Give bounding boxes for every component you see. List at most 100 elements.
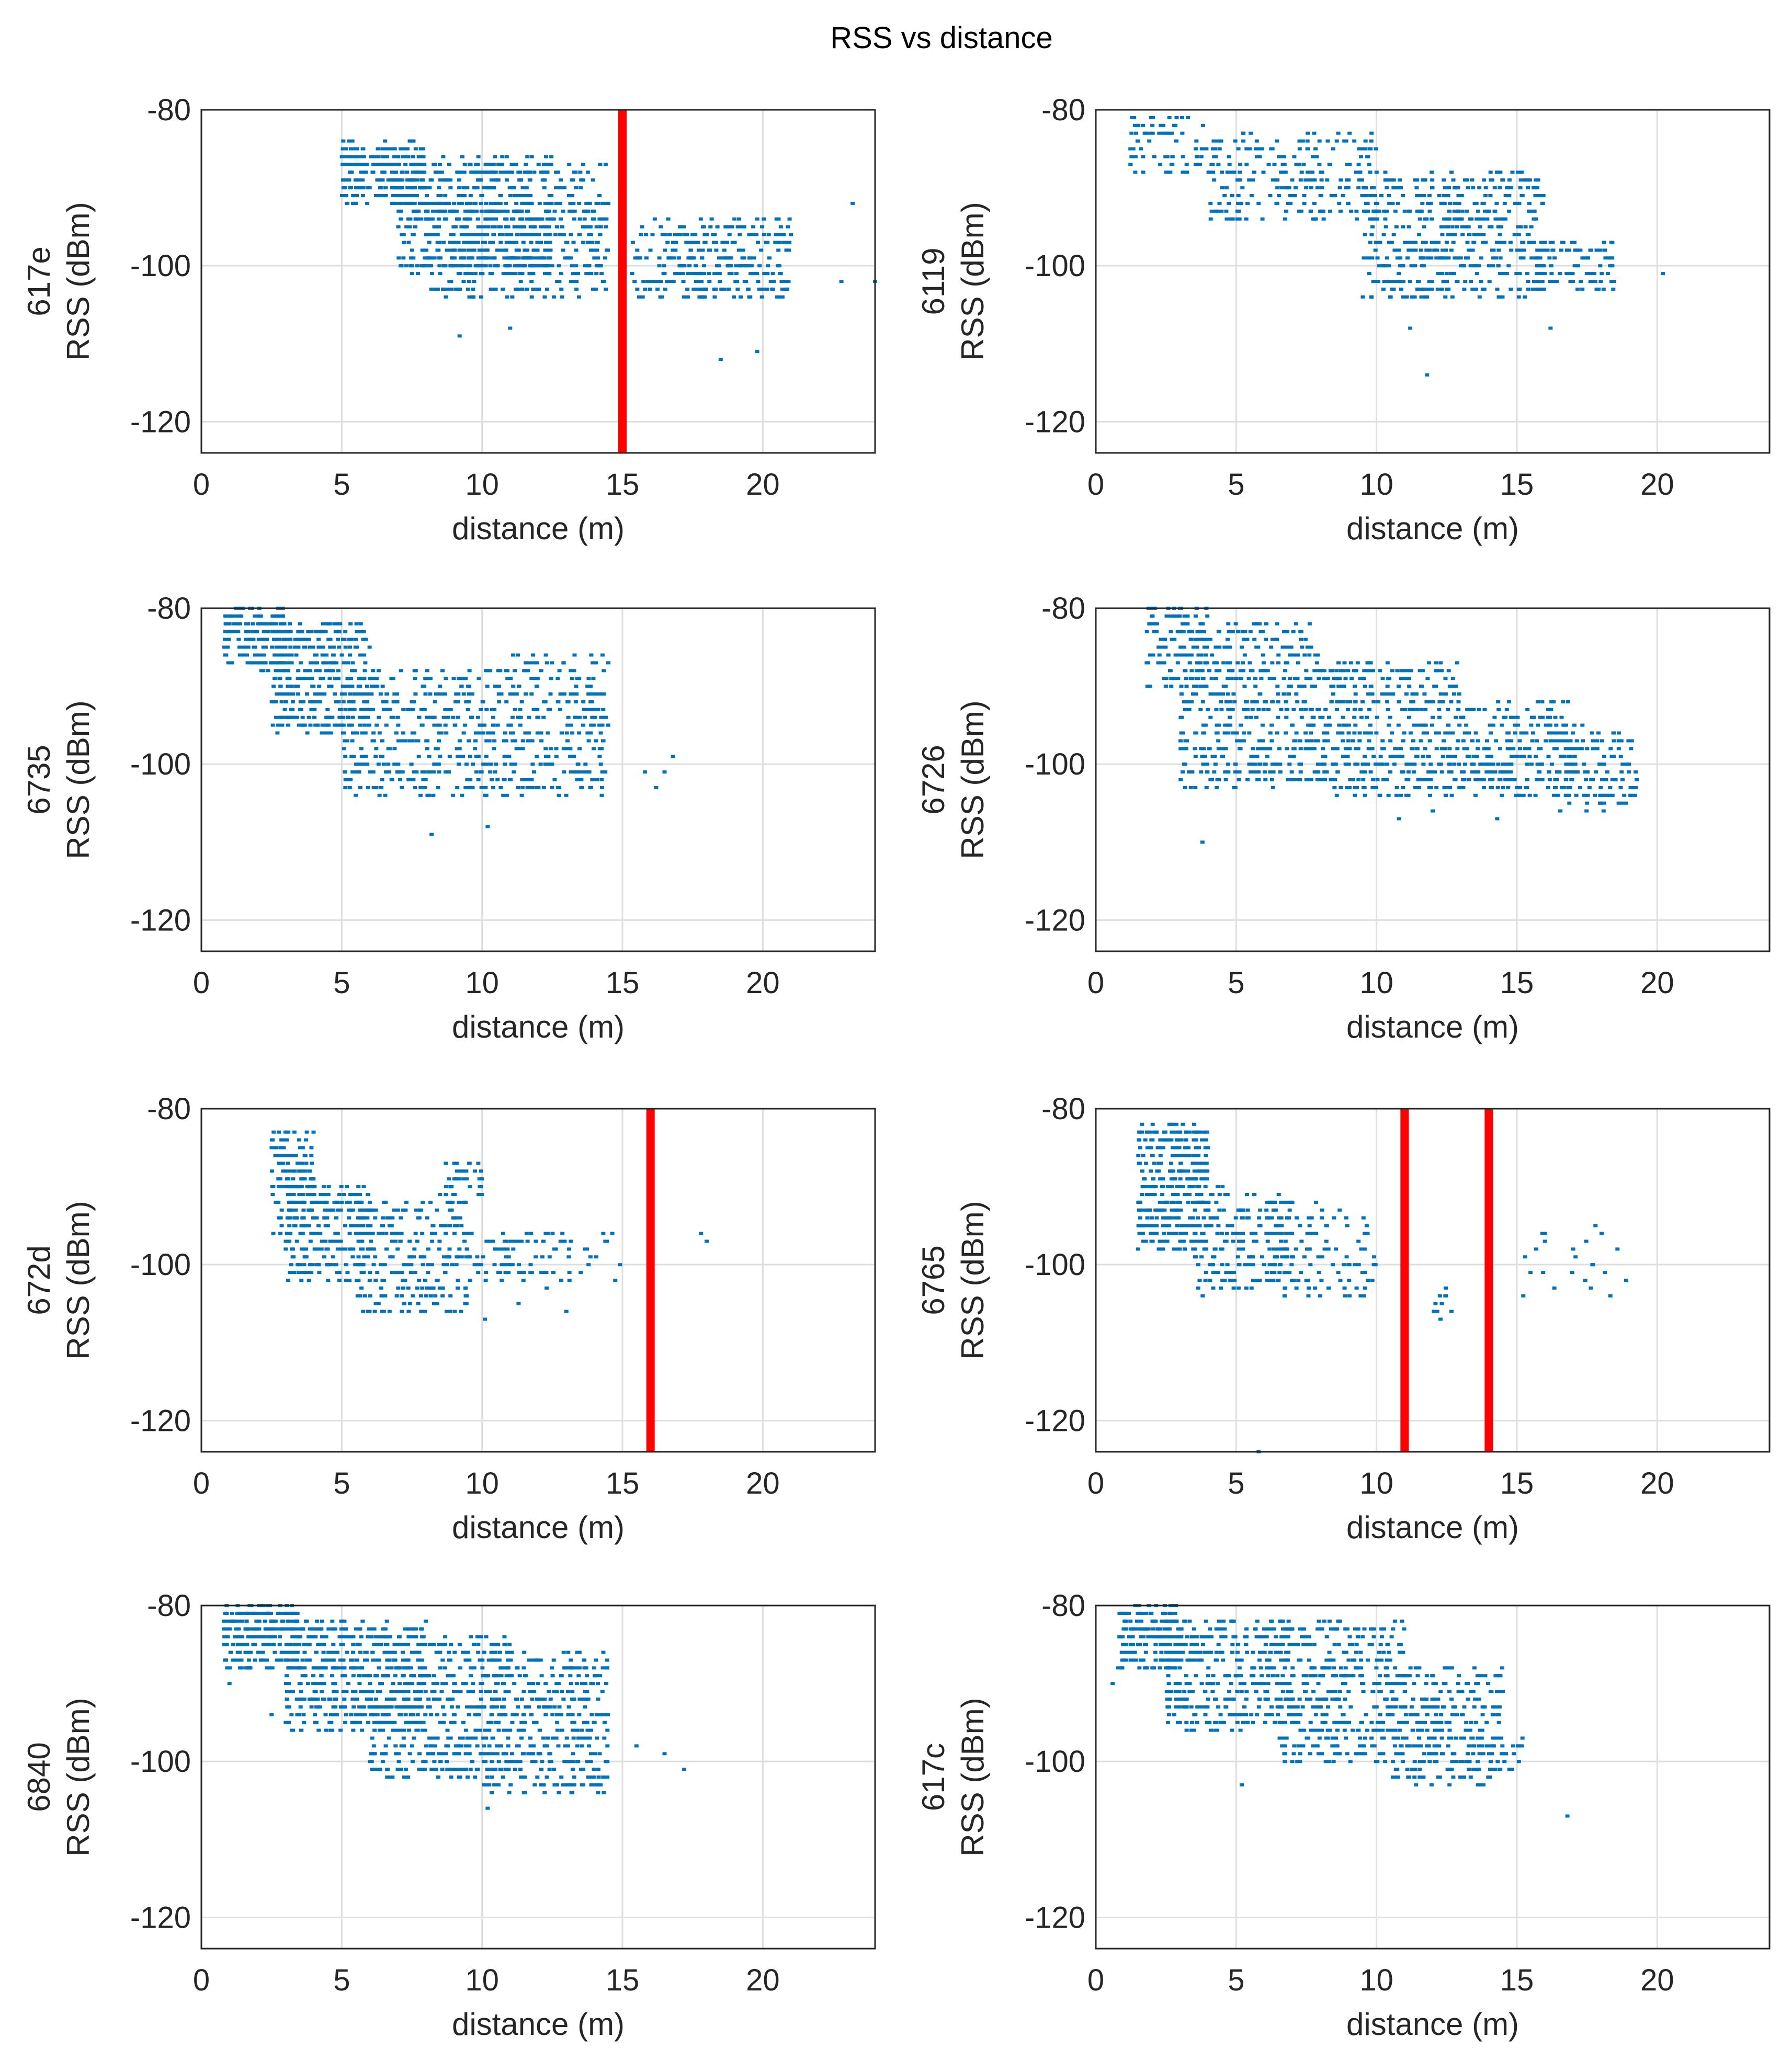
data-point: [600, 723, 605, 727]
data-point: [1409, 264, 1414, 268]
axes-box: [1095, 607, 1771, 952]
data-point: [1608, 747, 1613, 750]
data-point: [498, 225, 503, 229]
data-point: [588, 786, 593, 789]
data-point: [444, 731, 449, 735]
data-point: [394, 731, 399, 735]
data-point: [701, 295, 706, 299]
data-point: [1473, 778, 1478, 781]
data-point: [604, 225, 608, 229]
data-point: [1549, 272, 1554, 276]
data-point: [1315, 186, 1320, 190]
data-point: [1235, 739, 1240, 743]
data-point: [1419, 248, 1423, 252]
data-point: [1596, 731, 1601, 735]
data-point: [1481, 762, 1486, 766]
data-point: [513, 272, 518, 276]
data-point: [1471, 186, 1476, 190]
data-point: [293, 638, 298, 641]
data-point: [436, 786, 440, 789]
data-point: [436, 217, 441, 221]
data-point: [460, 194, 464, 197]
data-point: [1150, 131, 1155, 135]
data-point: [411, 708, 415, 711]
data-point: [371, 770, 376, 774]
data-point: [298, 708, 303, 711]
data-point: [1235, 217, 1240, 221]
data-point: [1368, 770, 1373, 774]
data-point: [1360, 178, 1364, 182]
data-point: [1439, 287, 1444, 291]
data-point: [504, 272, 509, 276]
data-point: [468, 233, 472, 236]
data-point: [760, 225, 765, 229]
data-point: [245, 645, 249, 649]
data-point: [693, 233, 698, 236]
data-point: [414, 194, 419, 197]
data-point: [593, 715, 597, 719]
data-point: [1222, 194, 1227, 197]
data-point: [1371, 755, 1376, 758]
data-point: [1484, 770, 1489, 774]
data-point: [535, 241, 540, 244]
data-point: [276, 653, 280, 657]
data-point: [341, 700, 346, 703]
data-point: [1347, 786, 1352, 789]
data-point: [1327, 163, 1332, 166]
data-point: [258, 614, 263, 618]
data-point: [1367, 272, 1371, 276]
data-point: [524, 194, 528, 197]
data-point: [1129, 155, 1134, 158]
data-point: [786, 280, 791, 283]
data-point: [479, 272, 483, 276]
data-point: [1605, 770, 1609, 774]
data-point: [479, 295, 483, 299]
data-point: [572, 669, 576, 673]
data-point: [1446, 708, 1450, 711]
data-point: [1344, 139, 1348, 143]
data-point: [1541, 287, 1546, 291]
data-point: [1264, 638, 1268, 641]
data-point: [1385, 692, 1389, 696]
data-point: [421, 264, 425, 268]
data-point: [328, 645, 333, 649]
x-tick-label: 5: [1228, 468, 1244, 502]
data-point: [1205, 645, 1209, 649]
data-point: [237, 645, 242, 649]
data-point: [1360, 147, 1365, 151]
data-point: [411, 209, 416, 213]
data-point: [1302, 685, 1307, 688]
data-point: [1492, 715, 1497, 719]
data-point: [443, 194, 448, 197]
data-point: [1199, 653, 1204, 657]
data-point: [1210, 653, 1215, 657]
data-point: [1460, 225, 1465, 229]
data-point: [536, 163, 541, 166]
data-point: [1561, 731, 1565, 735]
data-point: [404, 264, 409, 268]
data-point: [1562, 755, 1567, 758]
data-point: [1509, 186, 1514, 190]
data-point: [766, 233, 771, 236]
data-point: [489, 178, 494, 182]
data-point: [1249, 194, 1254, 197]
data-point: [279, 1224, 284, 1227]
data-point: [438, 178, 443, 182]
data-point: [1232, 170, 1237, 174]
data-point: [1493, 209, 1498, 213]
data-point: [772, 280, 776, 283]
data-point: [270, 1193, 275, 1196]
data-point: [483, 264, 488, 268]
data-point: [333, 692, 337, 696]
data-point: [403, 201, 407, 205]
data-point: [1276, 692, 1280, 696]
data-point: [1223, 778, 1228, 781]
data-point: [1481, 778, 1486, 781]
data-point: [1266, 708, 1271, 711]
data-point: [358, 685, 362, 688]
data-point: [1345, 163, 1349, 166]
data-point: [1491, 256, 1495, 260]
data-point: [425, 739, 430, 743]
data-point: [259, 653, 264, 657]
data-point: [333, 630, 338, 633]
